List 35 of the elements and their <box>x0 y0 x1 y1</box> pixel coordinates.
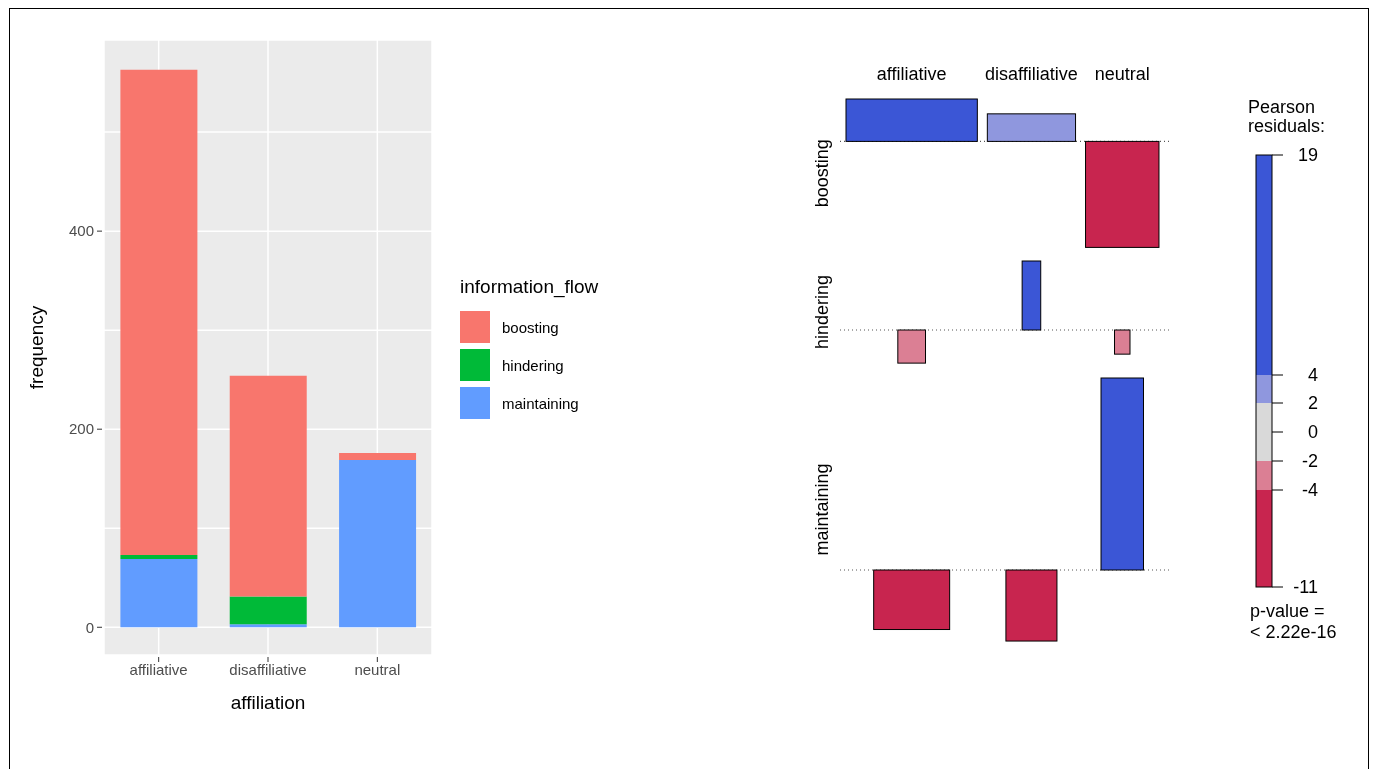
y-axis-title: maintaining <box>812 463 832 556</box>
x-axis-title: affiliation <box>230 692 306 713</box>
bar <box>120 554 198 559</box>
text: 0 <box>1307 422 1318 443</box>
x-tick-label: neutral <box>1094 64 1150 84</box>
bar <box>229 375 307 597</box>
y-axis-title: boosting <box>812 139 832 208</box>
bar <box>339 459 417 628</box>
x-tick-label: affiliative <box>876 64 947 84</box>
legend-label: boosting <box>502 318 559 336</box>
bar <box>120 69 198 555</box>
bar <box>229 596 307 625</box>
bar <box>229 624 307 628</box>
x-tick-label: neutral <box>354 661 401 678</box>
text: 19 <box>1297 145 1318 166</box>
y-tick-label: 400 <box>68 222 94 240</box>
legend-label: maintaining <box>502 394 579 412</box>
text: -2 <box>1301 451 1318 472</box>
legend-label: hindering <box>502 356 564 374</box>
x-tick-label: disaffiliative <box>985 64 1078 84</box>
bar <box>120 558 198 628</box>
bar <box>339 452 417 460</box>
text: 2 <box>1307 393 1318 414</box>
y-axis-title: hindering <box>812 275 832 350</box>
y-tick-label: 0 <box>85 618 94 636</box>
x-tick-label: disaffiliative <box>229 661 307 678</box>
text: 4 <box>1307 365 1318 386</box>
text: p-value = < 2.22e-16 <box>1250 601 1337 642</box>
text: -11 <box>1293 577 1318 598</box>
text: Pearson residuals: <box>1248 97 1326 136</box>
y-tick-label: 200 <box>68 420 94 438</box>
legend-title: information_flow <box>460 276 599 298</box>
y-axis-title: frequency <box>25 305 47 390</box>
x-tick-label: affiliative <box>129 661 188 678</box>
text: -4 <box>1301 480 1318 501</box>
